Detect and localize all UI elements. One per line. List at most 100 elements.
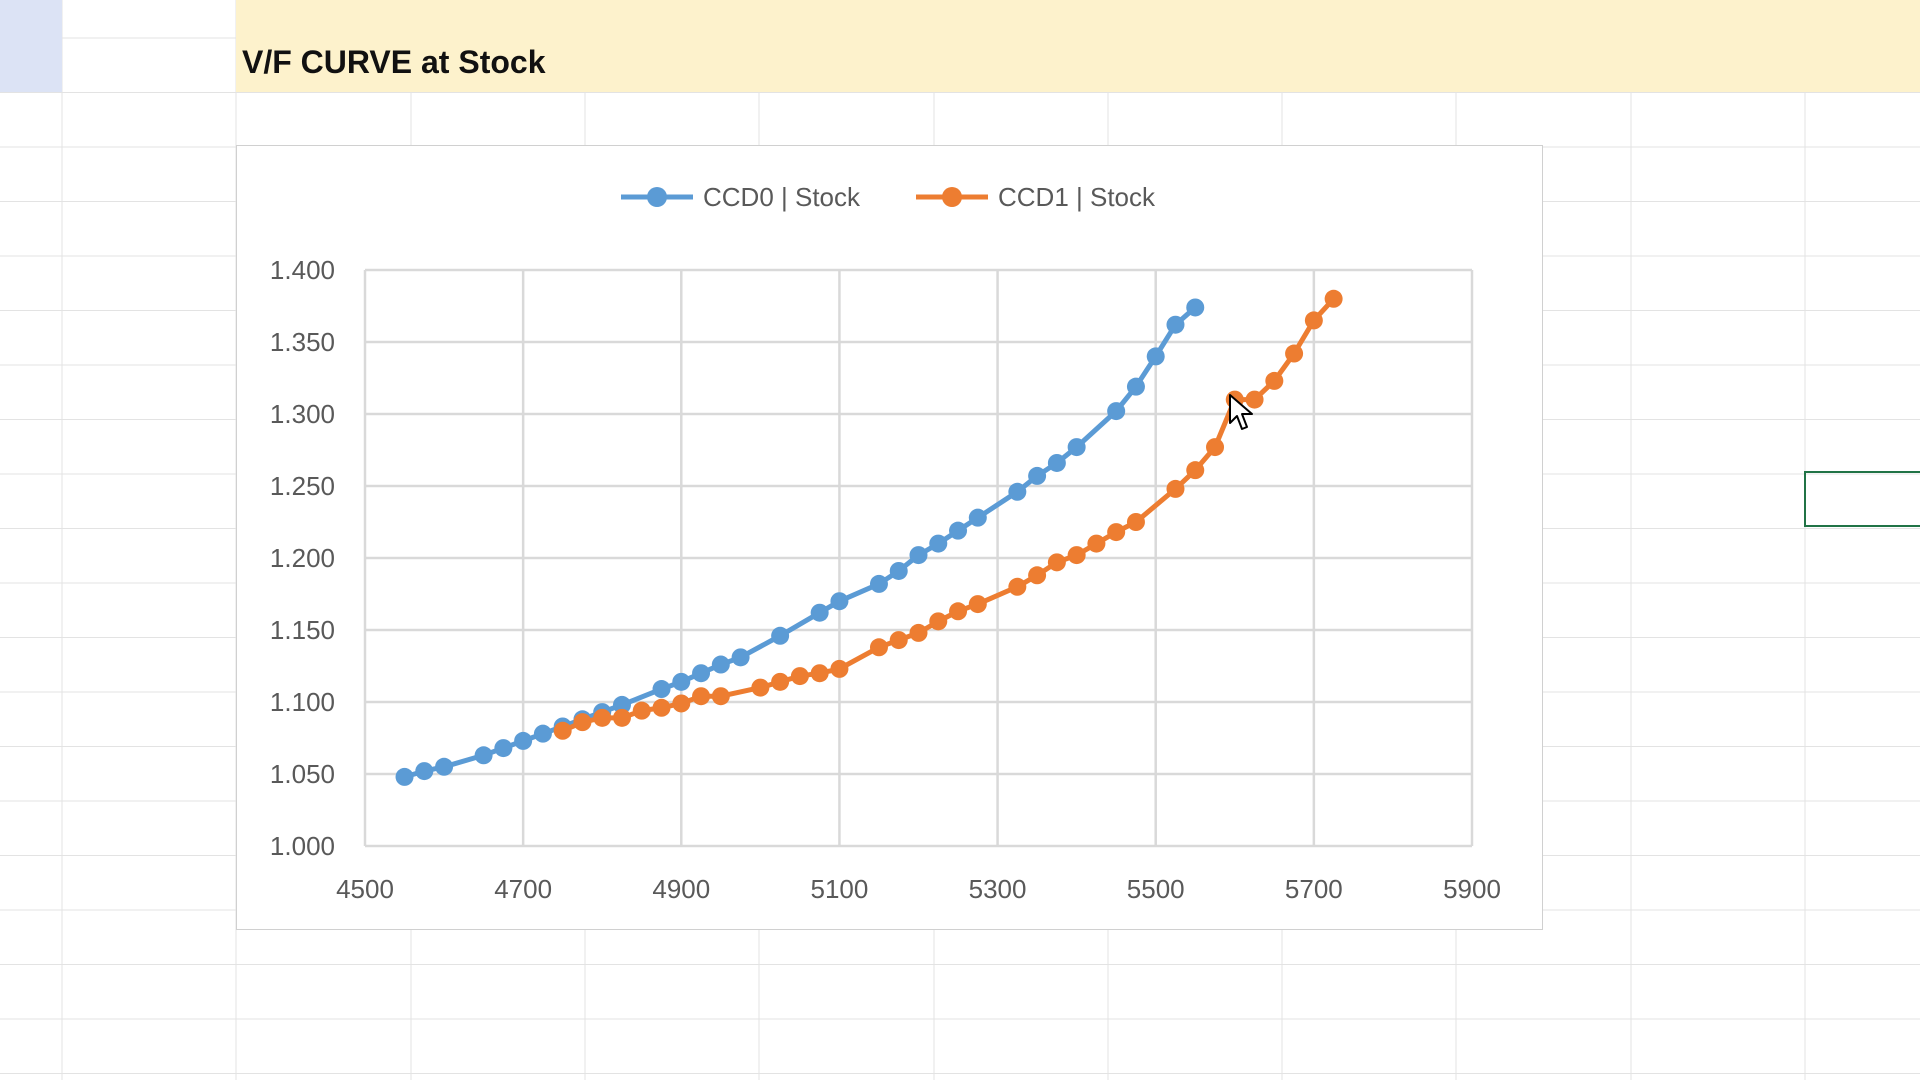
data-point[interactable] (612, 708, 631, 727)
data-point[interactable] (435, 757, 454, 776)
series-line (403, 305, 1197, 780)
y-tick-label: 1.400 (270, 255, 335, 285)
data-point[interactable] (1126, 513, 1145, 531)
data-point[interactable] (889, 561, 908, 580)
data-point[interactable] (612, 695, 631, 714)
y-tick-label: 1.350 (270, 327, 335, 357)
data-point[interactable] (949, 521, 968, 540)
data-point[interactable] (711, 655, 730, 674)
data-point[interactable] (553, 721, 572, 740)
legend-marker (647, 187, 667, 207)
data-point[interactable] (711, 687, 730, 706)
legend-label: CCD1 | Stock (998, 182, 1156, 212)
data-point[interactable] (1146, 347, 1165, 366)
data-point[interactable] (672, 694, 691, 713)
data-point[interactable] (810, 603, 829, 622)
data-point[interactable] (514, 731, 533, 750)
data-point[interactable] (949, 602, 968, 621)
data-point[interactable] (929, 612, 948, 631)
selected-row-header-cell (0, 0, 62, 92)
data-point[interactable] (1008, 577, 1027, 596)
x-tick-label: 5900 (1443, 874, 1501, 904)
y-tick-label: 1.200 (270, 543, 335, 573)
data-point[interactable] (672, 672, 691, 691)
data-point[interactable] (632, 701, 651, 720)
data-point[interactable] (830, 592, 849, 611)
series-0 (395, 298, 1205, 786)
mouse-pointer-icon (1229, 394, 1253, 430)
data-point[interactable] (909, 546, 928, 565)
data-point[interactable] (1166, 315, 1185, 334)
data-point[interactable] (929, 534, 948, 553)
data-point[interactable] (1047, 553, 1066, 572)
data-point[interactable] (474, 746, 493, 765)
active-cell-selection[interactable] (1804, 471, 1920, 527)
data-point[interactable] (771, 672, 790, 691)
data-point[interactable] (830, 659, 849, 678)
data-point[interactable] (395, 767, 414, 786)
x-tick-label: 5100 (811, 874, 869, 904)
sheet-title: V/F CURVE at Stock (242, 44, 546, 80)
data-point[interactable] (810, 664, 829, 683)
x-tick-label: 4700 (494, 874, 552, 904)
y-tick-label: 1.050 (270, 759, 335, 789)
vf-curve-chart[interactable]: 1.000 1.050 1.100 1.150 1.200 1.250 1.300 1.350… (236, 145, 1543, 930)
x-tick-label: 5300 (969, 874, 1027, 904)
data-point[interactable] (1206, 438, 1225, 457)
y-tick-label: 1.300 (270, 399, 335, 429)
data-point[interactable] (1067, 438, 1086, 457)
data-point[interactable] (1008, 482, 1027, 501)
data-point[interactable] (1186, 461, 1205, 480)
data-point[interactable] (1028, 466, 1047, 485)
data-point[interactable] (494, 739, 513, 758)
x-tick-label: 5700 (1285, 874, 1343, 904)
y-tick-label: 1.000 (270, 831, 335, 861)
data-point[interactable] (1304, 311, 1323, 330)
data-point[interactable] (1028, 566, 1047, 585)
x-tick-label: 4900 (652, 874, 710, 904)
data-point[interactable] (692, 664, 711, 683)
data-point[interactable] (1166, 479, 1185, 498)
chart-svg: 1.000 1.050 1.100 1.150 1.200 1.250 1.300 1.350… (270, 182, 1501, 904)
data-point[interactable] (869, 638, 888, 657)
legend-label: CCD0 | Stock (703, 182, 861, 212)
data-point[interactable] (1265, 371, 1284, 390)
data-point[interactable] (1087, 534, 1106, 553)
data-point[interactable] (889, 631, 908, 650)
data-point[interactable] (1285, 344, 1304, 363)
data-point[interactable] (1245, 390, 1264, 409)
y-tick-label: 1.250 (270, 471, 335, 501)
data-point[interactable] (1324, 289, 1343, 308)
data-point[interactable] (869, 574, 888, 593)
data-point[interactable] (1067, 546, 1086, 565)
data-point[interactable] (771, 626, 790, 645)
data-point[interactable] (593, 708, 612, 727)
data-point[interactable] (692, 687, 711, 706)
legend-entry[interactable]: CCD1 | Stock (916, 182, 1156, 212)
data-point[interactable] (751, 678, 770, 697)
data-point[interactable] (533, 724, 552, 743)
x-tick-label: 5500 (1127, 874, 1185, 904)
legend-marker (942, 187, 962, 207)
data-point[interactable] (1186, 298, 1205, 317)
data-point[interactable] (652, 698, 671, 717)
data-point[interactable] (790, 667, 809, 686)
y-tick-label: 1.150 (270, 615, 335, 645)
x-tick-label: 4500 (336, 874, 394, 904)
data-point[interactable] (1107, 402, 1126, 421)
data-point[interactable] (731, 648, 750, 667)
data-point[interactable] (968, 595, 987, 614)
title-row-band (236, 0, 1920, 92)
y-tick-label: 1.100 (270, 687, 335, 717)
series-1 (553, 289, 1343, 740)
data-point[interactable] (1126, 377, 1145, 396)
data-point[interactable] (415, 762, 434, 781)
data-point[interactable] (652, 680, 671, 699)
legend-entry[interactable]: CCD0 | Stock (621, 182, 861, 212)
data-point[interactable] (573, 713, 592, 732)
series-line (561, 297, 1336, 734)
data-point[interactable] (968, 508, 987, 527)
data-point[interactable] (1107, 523, 1126, 542)
data-point[interactable] (909, 623, 928, 642)
data-point[interactable] (1047, 453, 1066, 472)
